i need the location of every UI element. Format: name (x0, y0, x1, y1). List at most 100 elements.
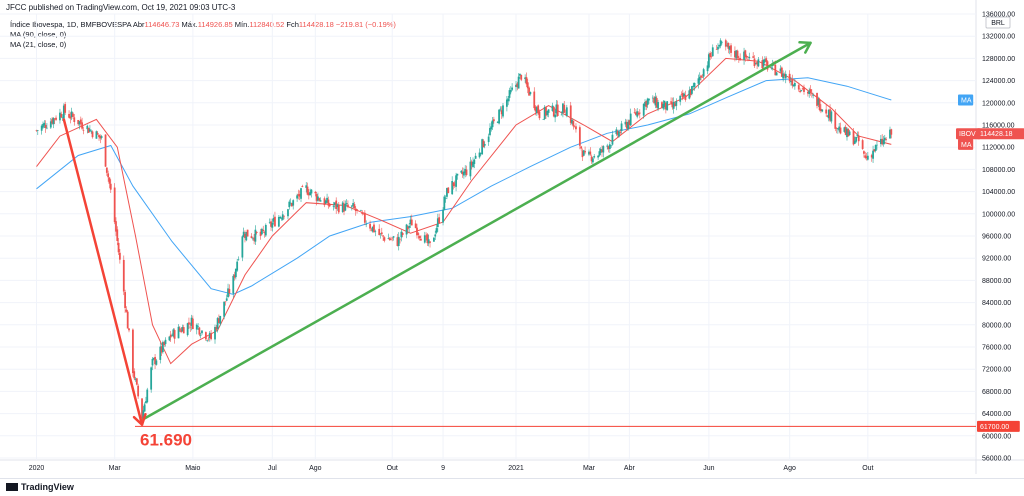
candle-body (141, 398, 143, 419)
candle-body (505, 99, 508, 107)
last-price-tag-bg (956, 128, 981, 140)
y-tick-label: 84000.00 (982, 300, 1011, 307)
candle-body (392, 236, 395, 238)
candle-body (679, 95, 682, 102)
candle-body (580, 146, 583, 149)
candle-body (817, 99, 820, 105)
candle-body (444, 198, 447, 199)
candle-body (752, 56, 755, 58)
candle-body (809, 89, 812, 92)
candle-body (438, 217, 441, 223)
candle-body (616, 131, 619, 135)
candle-body (223, 301, 226, 317)
candle-body (90, 130, 93, 132)
candle-body (417, 233, 420, 235)
candle-body (491, 120, 494, 128)
candle-body (177, 326, 180, 339)
candle-body (721, 42, 723, 43)
candle-body (224, 301, 227, 303)
candle-body (597, 155, 600, 158)
candle-body (637, 112, 640, 115)
ma90-tag: MA (961, 98, 972, 105)
candle-body (73, 117, 76, 123)
legend-symbol[interactable]: Índice Ibovespa, 1D, BMFBOVESPA (10, 20, 132, 29)
candle-body (753, 58, 756, 67)
candle-body (154, 356, 156, 365)
candle-body (414, 223, 417, 228)
candle-body (210, 333, 212, 340)
candle-body (598, 151, 601, 156)
candle-body (863, 151, 865, 154)
y-tick-label: 92000.00 (982, 256, 1011, 263)
candle-body (168, 336, 171, 341)
candle-body (68, 113, 70, 118)
legend-ma90[interactable]: MA (90, close, 0) (10, 30, 67, 39)
x-tick-label: Ago (309, 465, 322, 472)
x-tick-label: Mar (583, 465, 596, 472)
candle-body (870, 155, 873, 158)
candle-body (55, 117, 57, 120)
candle-body (401, 232, 404, 235)
candle-body (161, 342, 164, 353)
candle-body (883, 137, 886, 141)
candle-body (709, 52, 712, 58)
candle-body (310, 189, 313, 194)
candle-body (369, 223, 371, 229)
candle-body (81, 122, 83, 129)
candle-body (890, 129, 893, 135)
legend-high-label: Máx. (181, 20, 198, 29)
candle-body (872, 150, 874, 159)
candle-body (353, 204, 356, 209)
candle-body (272, 218, 275, 222)
candle-body (345, 203, 348, 204)
candle-body (744, 50, 747, 58)
candle-body (306, 186, 309, 195)
candle-body (343, 203, 345, 212)
candle-body (186, 323, 189, 336)
candle-body (383, 237, 386, 241)
candle-body (241, 236, 244, 258)
publisher-text: JFCC published on TradingView.com, Oct 1… (6, 3, 236, 12)
candle-body (479, 153, 482, 154)
legend-open-value: 114646.73 (144, 20, 180, 29)
candle-body (625, 122, 628, 129)
candle-body (361, 212, 364, 214)
candle-body (672, 102, 675, 109)
candle-body (500, 110, 503, 115)
candle-body (873, 149, 876, 152)
candle-body (516, 83, 519, 88)
candle-body (443, 196, 446, 210)
candle-body (108, 177, 111, 184)
candle-body (780, 67, 783, 77)
candle-body (747, 59, 749, 61)
legend-ma21[interactable]: MA (21, close, 0) (10, 40, 67, 49)
candle-body (418, 236, 421, 239)
candle-body (820, 108, 822, 112)
candle-body (848, 131, 851, 136)
candle-body (634, 112, 637, 115)
candle-body (499, 108, 502, 110)
candle-body (664, 102, 667, 110)
candle-body (689, 89, 692, 96)
y-tick-label: 56000.00 (982, 456, 1011, 463)
candle-body (387, 238, 390, 239)
y-tick-label: 80000.00 (982, 322, 1011, 329)
candle-body (328, 203, 331, 207)
candle-body (100, 136, 103, 138)
candle-body (173, 330, 176, 339)
candle-body (754, 63, 757, 65)
candle-body (419, 238, 422, 241)
legend-high-value: 114926.85 (197, 20, 233, 29)
candle-body (791, 79, 794, 86)
candle-body (390, 239, 392, 240)
candle-body (64, 104, 67, 113)
candle-body (40, 125, 43, 131)
y-tick-label: 112000.00 (982, 145, 1015, 152)
candle-body (261, 228, 263, 235)
candle-body (784, 73, 787, 79)
candle-body (237, 259, 240, 261)
candle-body (318, 198, 321, 201)
candle-body (405, 224, 408, 235)
candle-body (362, 212, 365, 214)
